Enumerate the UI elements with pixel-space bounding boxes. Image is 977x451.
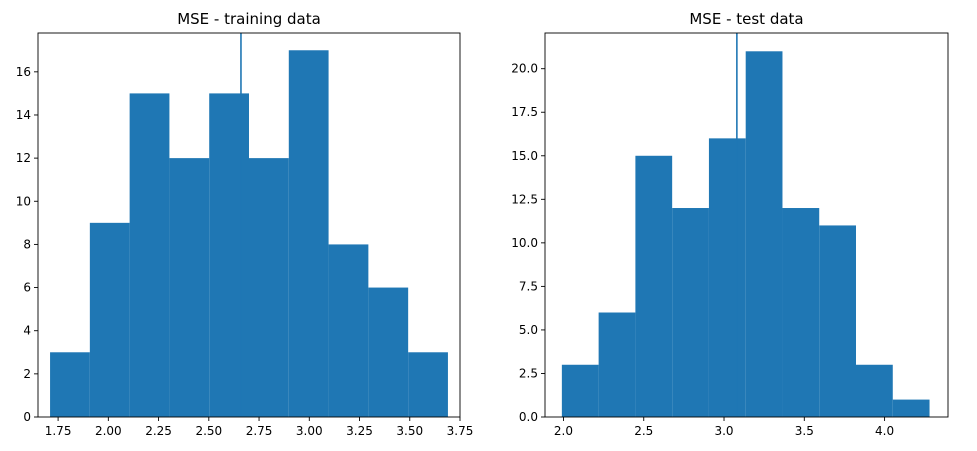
y-tick-label: 10	[16, 194, 31, 208]
x-tick-label: 2.0	[554, 424, 573, 438]
histogram-bar	[288, 50, 329, 417]
histogram-bar	[561, 364, 599, 417]
histogram-bar	[169, 158, 210, 417]
y-tick-label: 4	[23, 324, 31, 338]
y-tick-label: 10.0	[511, 236, 538, 250]
axes-frame	[37, 32, 461, 418]
y-tick-label: 20.0	[511, 62, 538, 76]
y-tick-label: 12	[16, 151, 31, 165]
x-tick-label: 3.5	[795, 424, 814, 438]
x-tick-label: 3.00	[296, 424, 323, 438]
x-tick-label: 3.0	[714, 424, 733, 438]
histogram-bar	[598, 312, 636, 417]
y-tick-label: 2.5	[519, 366, 538, 380]
y-tick-label: 5.0	[519, 323, 538, 337]
chart-title: MSE - test data	[689, 10, 803, 28]
y-tick-label: 15.0	[511, 149, 538, 163]
axes-frame	[544, 32, 949, 418]
histogram-bar	[782, 208, 820, 417]
y-tick-label: 7.5	[519, 279, 538, 293]
histogram-bar	[368, 287, 409, 417]
histogram-bar	[745, 51, 783, 417]
histogram-bar	[635, 155, 673, 417]
histogram-bar	[672, 208, 709, 417]
y-tick-label: 6	[23, 281, 31, 295]
histogram-bar	[209, 93, 249, 418]
y-tick-label: 16	[16, 65, 31, 79]
x-tick-label: 2.00	[95, 424, 122, 438]
y-tick-label: 0	[23, 410, 31, 424]
x-tick-label: 3.75	[447, 424, 474, 438]
y-tick-label: 14	[16, 108, 31, 122]
x-tick-label: 2.25	[145, 424, 172, 438]
chart-panel-2: 2.0 2.5 3.0 3.5 4.0 0.0 2.5 5.0 7.5 10.0 12.5 15.0 1…	[511, 10, 949, 438]
histogram-bar	[708, 138, 746, 418]
histogram-bar	[328, 244, 369, 417]
histogram-bar	[129, 93, 170, 418]
histogram-bar	[856, 364, 893, 417]
x-tick-label: 2.75	[246, 424, 273, 438]
histogram-bar	[819, 225, 856, 417]
histogram-bar	[50, 352, 90, 417]
histogram-bar	[408, 352, 448, 417]
histogram-bar	[89, 222, 130, 417]
x-tick-label: 1.75	[45, 424, 72, 438]
histogram-bar	[892, 399, 930, 417]
y-tick-label: 8	[23, 237, 31, 251]
y-tick-label: 0.0	[519, 410, 538, 424]
x-tick-label: 3.50	[396, 424, 423, 438]
x-tick-label: 2.5	[634, 424, 653, 438]
y-tick-label: 12.5	[511, 192, 538, 206]
chart-title: MSE - training data	[177, 10, 321, 28]
x-tick-label: 4.0	[875, 424, 894, 438]
y-tick-label: 2	[23, 367, 31, 381]
histogram-bar	[249, 158, 289, 417]
x-tick-label: 3.25	[346, 424, 373, 438]
x-tick-label: 2.50	[195, 424, 222, 438]
chart-panel-1: 1.75 2.00 2.25 2.50 2.75 3.00 3.25 3.50 3.75 0 2 4 6…	[16, 10, 474, 438]
y-tick-label: 17.5	[511, 105, 538, 119]
